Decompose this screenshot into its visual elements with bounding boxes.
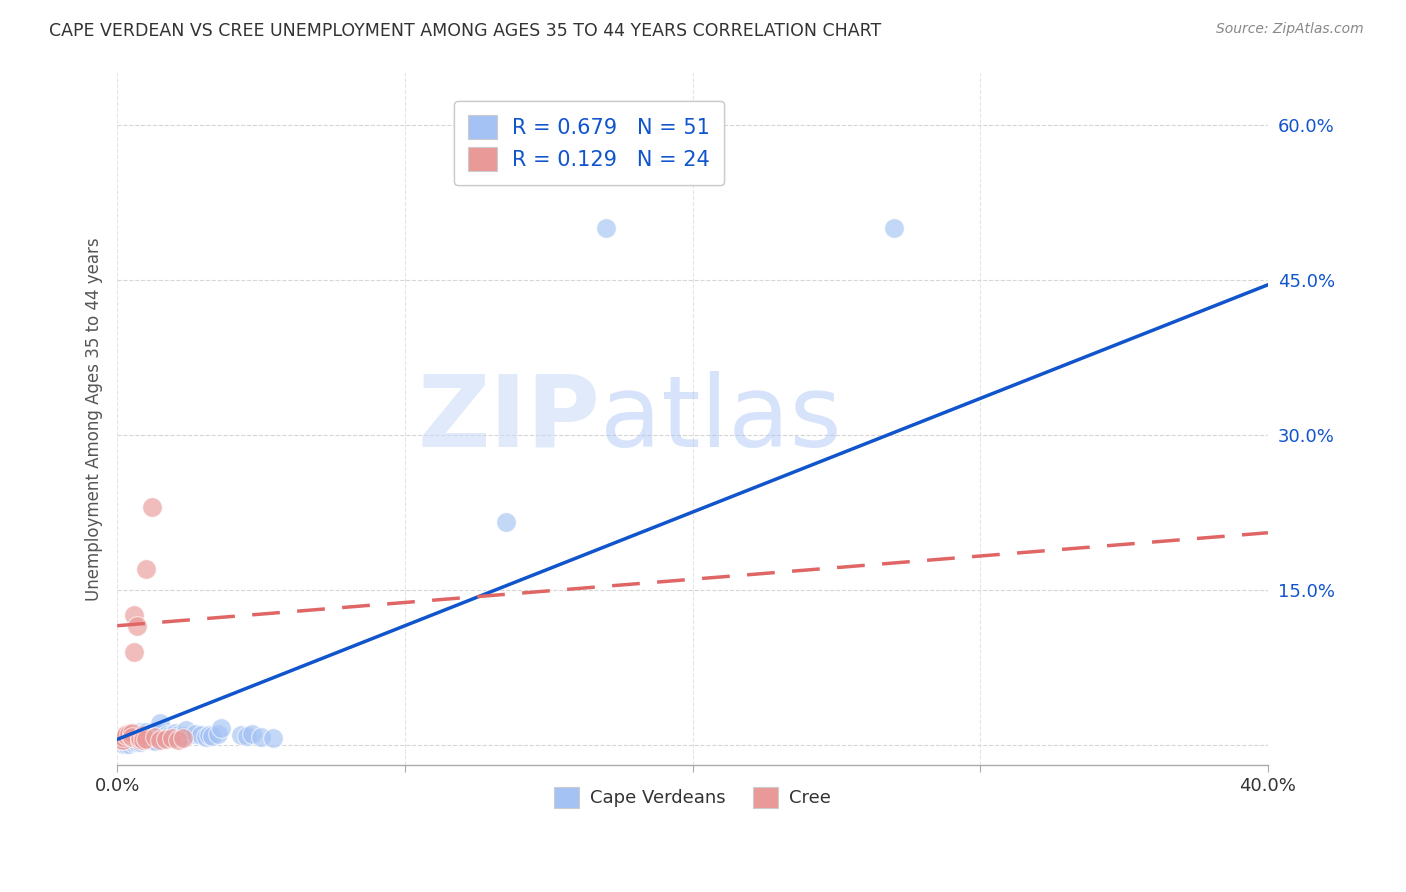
Point [166,733,188,747]
Point [118,737,141,751]
Text: Source: ZipAtlas.com: Source: ZipAtlas.com [1216,22,1364,37]
Point [172,729,194,743]
Point [124,733,146,747]
Point [141,500,163,514]
Point [121,726,143,740]
Point [190,728,212,742]
Point [111,731,134,745]
Point [143,734,166,748]
Point [146,728,169,742]
Point [135,725,157,739]
Point [262,731,284,746]
Point [124,608,146,623]
Point [114,737,136,751]
Point [155,728,177,742]
Point [169,731,191,745]
Point [250,731,273,745]
Point [114,733,136,747]
Point [242,727,264,741]
Point [129,731,152,746]
Point [149,715,172,730]
Point [111,734,134,748]
Point [111,737,134,751]
Point [132,726,155,740]
Point [174,723,197,737]
Point [118,727,141,741]
Point [595,221,617,235]
Point [132,728,155,742]
Point [155,732,177,747]
Legend: Cape Verdeans, Cree: Cape Verdeans, Cree [547,780,838,815]
Point [135,562,157,576]
Point [198,728,221,742]
Point [132,733,155,747]
Point [152,731,174,745]
Point [207,727,229,741]
Text: ZIP: ZIP [418,370,600,467]
Point [163,726,186,740]
Point [235,729,257,743]
Text: atlas: atlas [600,370,842,467]
Point [160,731,183,746]
Point [108,735,131,749]
Point [184,727,207,741]
Point [883,221,905,235]
Point [127,731,149,745]
Point [127,735,149,749]
Point [195,731,218,745]
Point [160,731,183,745]
Point [121,735,143,749]
Point [143,725,166,739]
Point [149,726,172,740]
Point [143,731,166,745]
Point [201,729,224,743]
Point [121,731,143,745]
Point [121,734,143,748]
Point [149,733,172,747]
Point [129,733,152,747]
Point [114,728,136,742]
Point [108,733,131,747]
Point [114,727,136,741]
Point [132,732,155,747]
Point [135,733,157,747]
Point [124,731,146,746]
Y-axis label: Unemployment Among Ages 35 to 44 years: Unemployment Among Ages 35 to 44 years [86,237,103,601]
Point [495,516,517,530]
Point [124,644,146,658]
Point [129,725,152,739]
Point [209,721,232,735]
Point [118,735,141,749]
Text: CAPE VERDEAN VS CREE UNEMPLOYMENT AMONG AGES 35 TO 44 YEARS CORRELATION CHART: CAPE VERDEAN VS CREE UNEMPLOYMENT AMONG … [49,22,882,40]
Point [141,733,163,747]
Point [138,728,160,742]
Point [111,733,134,747]
Point [127,618,149,632]
Point [172,731,194,746]
Point [141,725,163,739]
Point [129,735,152,749]
Point [166,728,188,742]
Point [157,729,180,743]
Point [135,732,157,747]
Point [229,728,252,742]
